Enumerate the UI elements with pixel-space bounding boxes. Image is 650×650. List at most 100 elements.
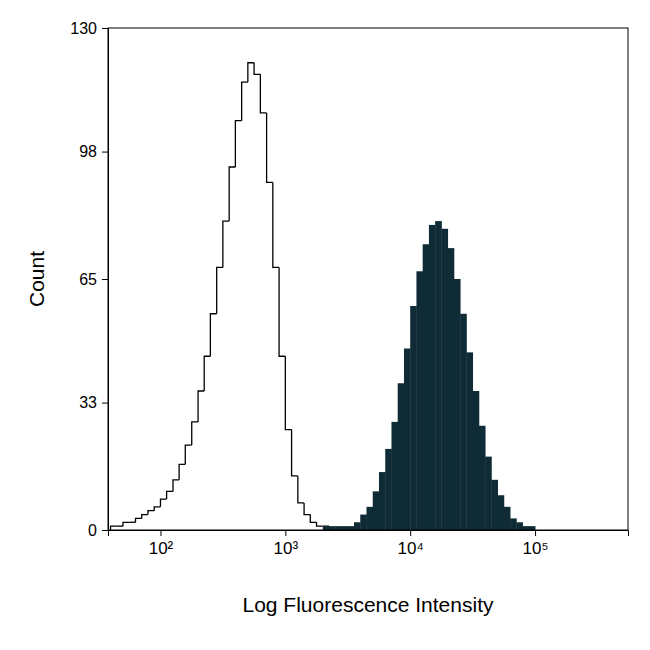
- y-tick-label: 65: [79, 271, 97, 288]
- y-tick: 130: [70, 20, 108, 37]
- y-tick-label: 33: [79, 394, 97, 411]
- histogram-bar: [529, 526, 536, 530]
- chart: 10² 10³ 10⁴ 10⁵ 0 33 65 98 130 Log Fluorescence I…: [0, 0, 650, 650]
- histogram-bar: [460, 314, 467, 530]
- y-tick: 33: [79, 394, 108, 411]
- histogram-bar: [379, 472, 386, 530]
- histogram-step: [235, 121, 241, 167]
- histogram-step: [117, 525, 123, 526]
- histogram-bar: [510, 518, 517, 530]
- histogram-step: [260, 74, 266, 113]
- histogram-bar: [404, 349, 411, 530]
- histogram-bar: [385, 449, 392, 530]
- x-tick: 10⁴: [398, 530, 424, 558]
- y-tick-label: 130: [70, 20, 97, 37]
- histogram-bar: [416, 271, 423, 530]
- y-tick: 0: [88, 522, 108, 539]
- x-tick-label: 10⁵: [523, 539, 549, 558]
- histogram-bar: [435, 221, 442, 530]
- histogram-step: [298, 476, 304, 503]
- x-axis: 10² 10³ 10⁴ 10⁵: [109, 530, 629, 558]
- histogram-step: [210, 314, 216, 356]
- x-tick-label: 10²: [149, 539, 174, 558]
- histogram-step: [285, 356, 291, 429]
- histogram-step: [254, 63, 260, 75]
- histogram-bar: [354, 522, 361, 530]
- histogram-step: [192, 422, 198, 445]
- x-tick: 10²: [149, 530, 174, 558]
- histogram-step: [267, 113, 273, 183]
- histogram-step: [160, 499, 166, 507]
- histogram-bar: [360, 515, 367, 530]
- histogram-step: [223, 221, 229, 267]
- histogram-bar: [485, 457, 492, 530]
- histogram-bar: [335, 526, 342, 530]
- series-1: [323, 221, 536, 530]
- x-tick-mark: [285, 530, 286, 536]
- histogram-step: [273, 182, 279, 267]
- x-tick-mark: [535, 530, 536, 536]
- x-axis-title: Log Fluorescence Intensity: [243, 593, 494, 616]
- histogram-bar: [466, 352, 473, 530]
- histogram-bar: [473, 391, 480, 530]
- histogram-bar: [491, 480, 498, 530]
- y-tick: 98: [79, 143, 108, 160]
- y-tick-label: 98: [79, 143, 97, 160]
- y-axis-title: Count: [25, 251, 48, 307]
- plot-area: [111, 63, 536, 530]
- histogram-step: [292, 430, 298, 476]
- histogram-step: [142, 515, 148, 519]
- histogram-step: [317, 522, 323, 526]
- histogram-bar: [454, 279, 461, 530]
- histogram-step: [329, 526, 335, 530]
- histogram-bar: [342, 526, 349, 530]
- histogram-step: [248, 63, 254, 82]
- histogram-step: [198, 391, 204, 422]
- x-tick: 10³: [274, 530, 299, 558]
- x-tick-label: 10⁴: [398, 539, 424, 558]
- x-tick-mark: [160, 530, 161, 536]
- histogram-step: [154, 507, 160, 511]
- histogram-bar: [410, 306, 417, 530]
- histogram-bar: [329, 526, 336, 530]
- histogram-bar: [479, 426, 486, 530]
- histogram-bar: [373, 491, 380, 530]
- histogram-step: [242, 82, 248, 121]
- histogram-step: [217, 267, 223, 313]
- histogram-step: [129, 522, 135, 523]
- histogram-bar: [398, 383, 405, 530]
- x-axis-line: [109, 531, 629, 537]
- histogram-bar: [448, 248, 455, 530]
- histogram-bar: [516, 522, 523, 530]
- histogram-bar: [323, 526, 330, 530]
- x-tick-label: 10³: [274, 539, 299, 558]
- histogram-bar: [523, 526, 530, 530]
- histogram-step: [136, 518, 142, 522]
- series-0: [111, 63, 336, 530]
- x-tick-mark: [410, 530, 411, 536]
- y-tick-mark: [102, 403, 108, 404]
- y-axis-line: [102, 29, 109, 531]
- histogram-step: [111, 526, 117, 530]
- x-tick: 10⁵: [523, 530, 549, 558]
- y-axis: 0 33 65 98 130: [70, 20, 108, 539]
- histogram-step: [123, 522, 129, 526]
- histogram-step: [204, 356, 210, 391]
- histogram-bar: [348, 526, 355, 530]
- y-tick-mark: [102, 279, 108, 280]
- histogram-step: [167, 491, 173, 499]
- histogram-bar: [429, 225, 436, 530]
- histogram-step: [310, 515, 316, 523]
- histogram-step: [185, 445, 191, 464]
- histogram-bar: [504, 507, 511, 530]
- histogram-bar: [391, 422, 398, 530]
- y-tick-label: 0: [88, 522, 97, 539]
- histogram-step: [148, 511, 154, 515]
- plot-frame: [108, 28, 628, 530]
- histogram-step: [304, 503, 310, 515]
- histogram-bar: [423, 244, 430, 530]
- y-tick: 65: [79, 271, 108, 288]
- histogram-bar: [366, 507, 373, 530]
- y-tick-mark: [102, 152, 108, 153]
- y-tick-mark: [102, 530, 108, 531]
